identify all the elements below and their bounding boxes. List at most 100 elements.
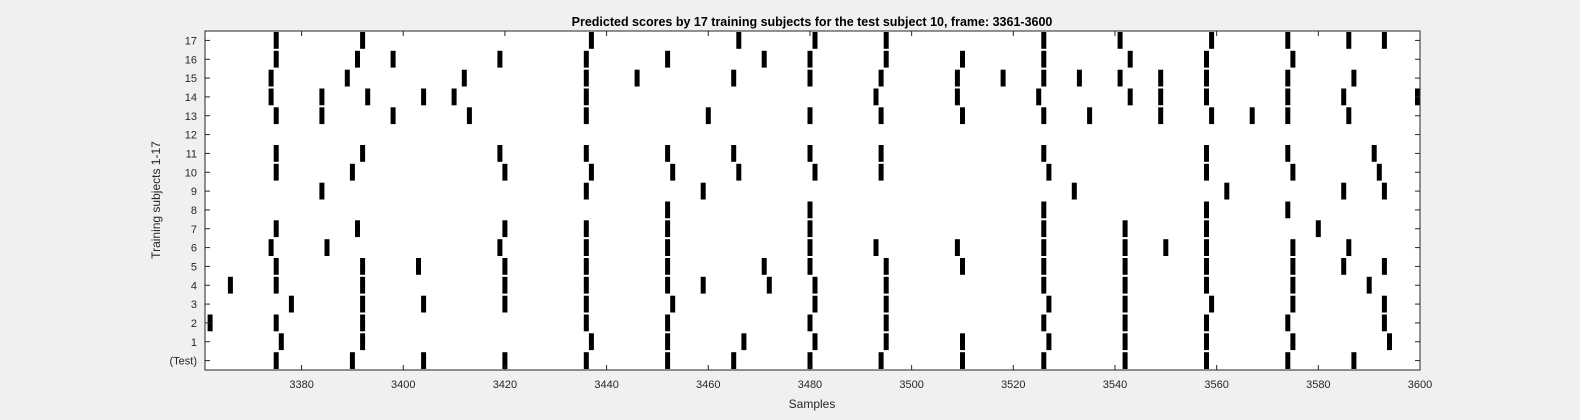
score-bar xyxy=(873,239,879,256)
score-bar xyxy=(807,220,813,238)
score-bar xyxy=(583,107,589,125)
score-bar xyxy=(960,107,965,125)
x-tick-label: 3600 xyxy=(1408,379,1432,391)
x-tick-label: 3400 xyxy=(391,379,415,391)
score-bar xyxy=(1204,69,1209,87)
score-bar xyxy=(1041,352,1047,369)
score-bar xyxy=(736,32,742,49)
score-bar xyxy=(1290,50,1296,68)
score-bar xyxy=(1041,220,1047,238)
score-bar xyxy=(1285,145,1291,162)
x-tick-label: 3560 xyxy=(1204,379,1228,391)
score-bar xyxy=(360,32,366,49)
score-bar xyxy=(1249,107,1255,125)
score-bar xyxy=(766,276,772,294)
score-bar xyxy=(273,276,279,294)
score-bar xyxy=(588,163,594,181)
score-bar xyxy=(583,258,589,275)
x-tick-label: 3460 xyxy=(696,379,720,391)
score-bar xyxy=(273,163,279,181)
x-axis-ticks: 3380 3400 3420 3440 3460 3480 3500 3520 3540 3560… xyxy=(289,31,1432,391)
score-bar xyxy=(349,163,355,181)
score-bar xyxy=(1341,182,1347,200)
score-bar xyxy=(583,239,589,256)
score-bar xyxy=(1315,220,1321,238)
y-tick-label: 6 xyxy=(191,243,197,255)
score-bar xyxy=(705,107,711,125)
score-bar xyxy=(1127,88,1133,106)
score-bar xyxy=(883,333,889,351)
score-bar xyxy=(1381,32,1387,49)
score-bar xyxy=(807,50,813,68)
score-bar xyxy=(883,258,889,275)
score-bar xyxy=(588,32,594,49)
score-bar xyxy=(812,276,818,294)
score-bar xyxy=(1290,258,1296,275)
y-tick-label: 1 xyxy=(191,337,197,349)
x-tick-label: 3580 xyxy=(1306,379,1330,391)
score-bar xyxy=(1290,163,1296,181)
score-bar xyxy=(1071,182,1077,200)
score-bar xyxy=(390,107,396,125)
score-bar xyxy=(812,333,818,351)
score-bar xyxy=(1209,295,1215,313)
score-bar xyxy=(1387,333,1392,351)
score-bar xyxy=(665,314,671,332)
x-tick-label: 3480 xyxy=(798,379,822,391)
score-bar xyxy=(344,69,350,87)
y-tick-label: 7 xyxy=(191,224,197,236)
score-bar xyxy=(807,69,813,87)
score-bar xyxy=(1285,107,1291,125)
score-bar xyxy=(700,276,706,294)
score-bar xyxy=(416,258,421,275)
score-bar xyxy=(319,88,325,106)
score-bar xyxy=(1076,69,1082,87)
score-bar xyxy=(665,50,671,68)
score-bar xyxy=(1122,295,1128,313)
x-tick-label: 3420 xyxy=(493,379,517,391)
score-bar xyxy=(421,352,427,369)
score-bar xyxy=(878,163,884,181)
score-bar xyxy=(1285,88,1291,106)
score-bar xyxy=(665,220,671,238)
score-bar xyxy=(273,32,279,49)
score-bar xyxy=(1041,32,1047,49)
score-bar xyxy=(583,50,589,68)
score-bar xyxy=(665,201,671,219)
score-bar xyxy=(960,333,965,351)
score-bar xyxy=(390,50,396,68)
score-bar xyxy=(355,220,360,238)
score-bar xyxy=(1041,50,1047,68)
score-bar xyxy=(1158,88,1164,106)
score-bar xyxy=(1046,163,1052,181)
score-bar xyxy=(588,333,594,351)
score-bar xyxy=(324,239,330,256)
score-bar xyxy=(873,88,879,106)
y-tick-label: 9 xyxy=(191,186,197,198)
score-bar xyxy=(665,258,671,275)
score-bar xyxy=(736,163,742,181)
score-bar xyxy=(1041,69,1047,87)
score-bar xyxy=(1351,352,1357,369)
score-bar xyxy=(731,352,737,369)
score-bar xyxy=(1204,352,1209,369)
score-bar xyxy=(1204,276,1209,294)
score-bar xyxy=(349,352,355,369)
score-bar xyxy=(466,107,472,125)
score-bar xyxy=(883,32,889,49)
y-tick-label: 16 xyxy=(185,54,197,66)
score-bar xyxy=(670,163,676,181)
score-bar xyxy=(878,145,884,162)
score-bar xyxy=(288,295,294,313)
score-bar xyxy=(1285,69,1291,87)
score-bar xyxy=(1158,69,1164,87)
score-bar xyxy=(1209,107,1215,125)
score-bar xyxy=(634,69,640,87)
score-bar xyxy=(319,182,325,200)
score-bar xyxy=(502,352,508,369)
y-tick-label: 11 xyxy=(186,148,197,160)
score-bar xyxy=(878,107,884,125)
score-bar xyxy=(1117,69,1123,87)
score-bar xyxy=(1204,239,1209,256)
score-bar xyxy=(1087,107,1093,125)
